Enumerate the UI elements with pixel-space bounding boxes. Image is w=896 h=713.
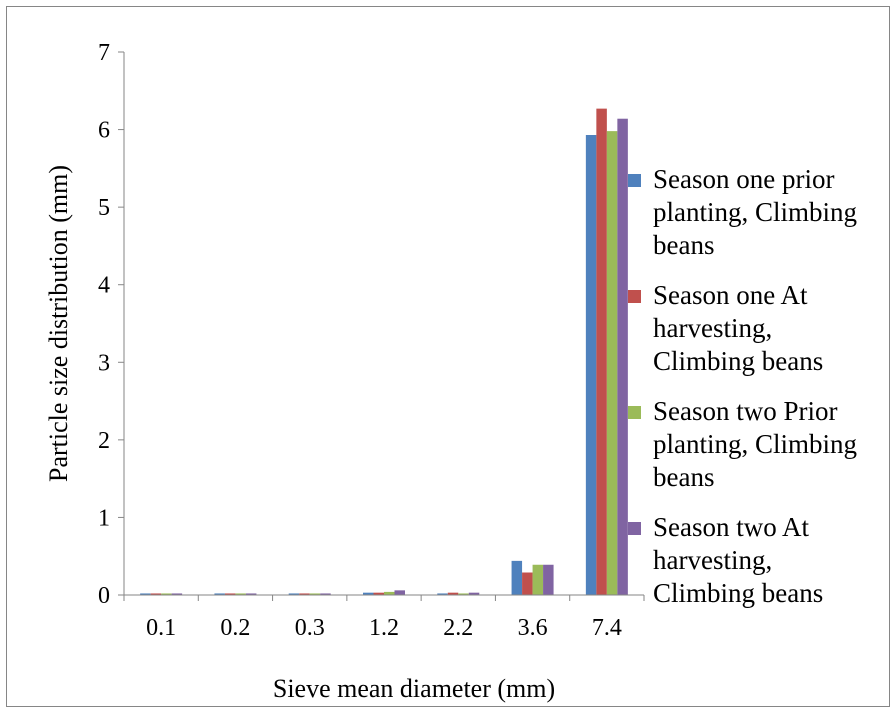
x-tick-label: 7.4 xyxy=(592,615,622,641)
x-tick-label: 1.2 xyxy=(369,615,399,641)
y-axis-title: Particle size distribution (mm) xyxy=(44,165,73,482)
legend-label: harvesting, xyxy=(653,545,772,575)
bars xyxy=(140,109,628,595)
bar xyxy=(586,135,597,595)
x-tick-label: 0.1 xyxy=(146,615,176,641)
legend-label: planting, Climbing xyxy=(653,429,857,459)
x-tick-label: 0.3 xyxy=(295,615,325,641)
bar xyxy=(607,131,618,595)
x-tick-label: 2.2 xyxy=(443,615,473,641)
bar xyxy=(533,565,544,595)
bar xyxy=(543,565,554,595)
legend-swatch xyxy=(628,174,641,187)
x-axis-title: Sieve mean diameter (mm) xyxy=(273,674,555,703)
legend-label: planting, Climbing xyxy=(653,197,857,227)
legend-label: beans xyxy=(653,230,714,260)
legend-label: Season two At xyxy=(653,512,810,542)
legend-label: beans xyxy=(653,462,714,492)
y-axis-ticks: 0 1 2 3 4 5 6 7 xyxy=(98,40,124,609)
legend-label: Season one At xyxy=(653,280,808,310)
y-tick-label: 7 xyxy=(98,40,110,66)
y-tick-label: 4 xyxy=(98,273,110,299)
legend-label: Climbing beans xyxy=(653,346,823,376)
bar xyxy=(596,109,607,595)
y-tick-label: 5 xyxy=(98,195,110,221)
bar xyxy=(522,573,533,595)
legend-label: harvesting, xyxy=(653,313,772,343)
legend-swatch xyxy=(628,522,641,535)
legend-label: Season one prior xyxy=(653,164,834,194)
y-tick-label: 0 xyxy=(98,583,110,609)
legend-swatch xyxy=(628,290,641,303)
y-tick-label: 1 xyxy=(98,505,110,531)
x-tick-label: 0.2 xyxy=(220,615,250,641)
bar xyxy=(617,119,628,595)
bar xyxy=(512,561,522,595)
legend-label: Climbing beans xyxy=(653,578,823,608)
x-axis-ticks: 0.1 0.2 0.3 1.2 2.2 3.6 7.4 xyxy=(124,595,644,641)
legend-label: Season two Prior xyxy=(653,396,838,426)
bar xyxy=(395,590,406,595)
y-tick-label: 3 xyxy=(98,350,110,376)
y-tick-label: 2 xyxy=(98,428,110,454)
x-tick-label: 3.6 xyxy=(518,615,548,641)
legend-swatch xyxy=(628,406,641,419)
y-tick-label: 6 xyxy=(98,118,110,144)
